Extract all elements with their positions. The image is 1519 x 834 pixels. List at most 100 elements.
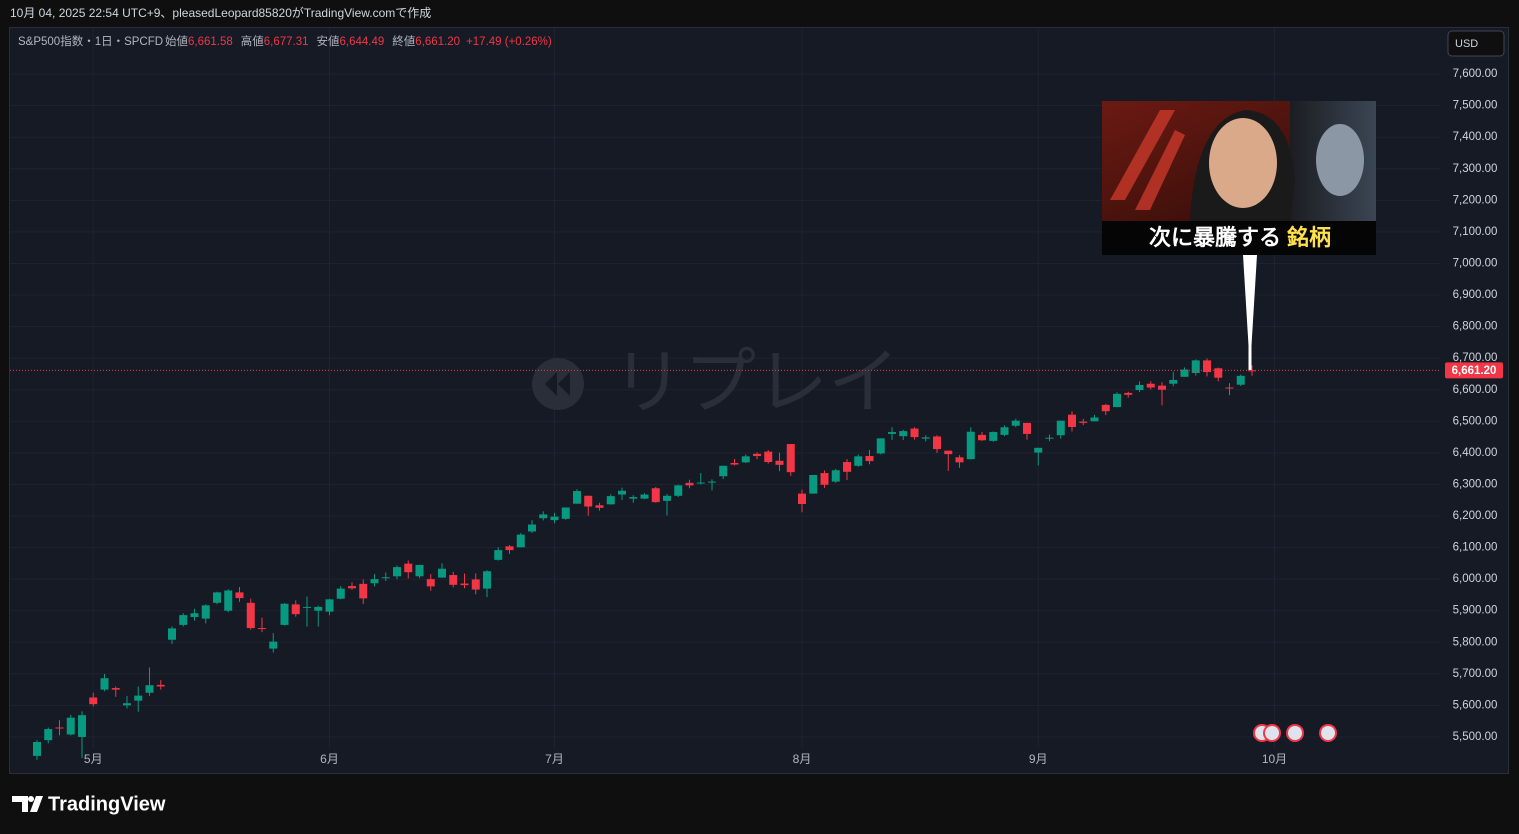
candle-body xyxy=(1191,360,1200,374)
logo[interactable]: TradingView xyxy=(48,793,166,815)
thumbnail-text: 次に暴騰する xyxy=(1149,225,1281,250)
candle-body xyxy=(1124,392,1133,395)
ohlc-label: 安値 xyxy=(317,34,340,48)
candle-body xyxy=(1180,369,1189,377)
candle-body xyxy=(966,431,975,460)
candle-body xyxy=(359,583,368,599)
y-tick-label: 7,100.00 xyxy=(1453,226,1498,238)
candle-body xyxy=(370,579,379,584)
candle-body xyxy=(685,482,694,486)
candle-body xyxy=(820,473,829,485)
candle-body xyxy=(516,534,525,548)
logo-icon xyxy=(12,796,43,812)
candle-body xyxy=(831,470,840,482)
ohlc-value: 6,661.20 xyxy=(415,36,460,48)
candle-body xyxy=(415,564,424,577)
symbol: S&P500指数・1日・SPCFD xyxy=(18,34,163,48)
candle-body xyxy=(741,456,750,463)
candle-body xyxy=(190,613,199,618)
candle-body xyxy=(134,695,143,701)
candle-body xyxy=(314,606,323,611)
candle-body xyxy=(606,496,615,505)
x-tick-label: 10月 xyxy=(1262,752,1287,766)
candle-body xyxy=(111,688,120,690)
candle-body xyxy=(201,605,210,619)
candle-body xyxy=(1079,421,1088,423)
thumbnail-highlight: 銘柄 xyxy=(1287,225,1331,250)
y-tick-label: 5,800.00 xyxy=(1453,636,1498,648)
candle-body xyxy=(618,490,626,495)
candle-body xyxy=(809,474,818,494)
candle-body xyxy=(336,588,345,599)
logo-dot xyxy=(28,796,34,802)
x-tick-label: 7月 xyxy=(545,752,564,766)
candle-body xyxy=(123,703,131,706)
candle-body xyxy=(719,465,728,477)
candle-body xyxy=(921,437,930,439)
x-tick-label: 6月 xyxy=(320,752,339,766)
y-tick-label: 6,700.00 xyxy=(1453,352,1498,364)
candle-body xyxy=(764,451,773,463)
candle-body xyxy=(404,563,413,573)
candle-body xyxy=(933,436,941,450)
candle-body xyxy=(1146,383,1155,388)
y-tick-label: 7,000.00 xyxy=(1453,258,1498,270)
candle-body xyxy=(100,678,109,690)
candle-body xyxy=(978,434,986,441)
candle-body xyxy=(640,494,649,499)
candle-body xyxy=(584,495,593,507)
ohlc-value: 6,677.31 xyxy=(264,36,309,48)
candle-body xyxy=(291,604,300,615)
candle-body xyxy=(156,684,165,687)
y-tick-label: 7,400.00 xyxy=(1453,131,1498,143)
ohlc-value: 6,661.58 xyxy=(188,36,233,48)
y-tick-label: 7,300.00 xyxy=(1453,163,1498,175)
candle-body xyxy=(573,491,581,504)
x-tick-label: 8月 xyxy=(793,752,812,766)
candle-body xyxy=(876,438,885,454)
header-text: 10月 04, 2025 22:54 UTC+9、pleasedLeopard8… xyxy=(10,5,431,20)
candle-body xyxy=(1000,427,1009,435)
candle-body xyxy=(303,606,311,608)
candle-body xyxy=(483,571,491,589)
candle-body xyxy=(381,577,390,579)
candle-body xyxy=(1034,447,1043,453)
x-tick-label: 5月 xyxy=(84,752,103,766)
price-label: 6,661.20 xyxy=(1452,365,1497,377)
candle-body xyxy=(910,428,919,438)
candle-body xyxy=(426,579,435,587)
candle-body xyxy=(1203,360,1211,373)
candle-body xyxy=(471,579,480,590)
change: +17.49 (+0.26%) xyxy=(466,36,552,48)
candle-body xyxy=(258,628,266,630)
ohlc-label: 終値 xyxy=(392,34,415,48)
watermark: リプレイ xyxy=(612,343,900,423)
candle-body xyxy=(145,685,154,693)
candle-body xyxy=(854,456,863,466)
candle-body xyxy=(843,462,851,472)
thumbnail: 次に暴騰する 銘柄 xyxy=(1102,101,1376,370)
candle-body xyxy=(786,444,795,473)
candle-body xyxy=(1225,387,1234,389)
candle-body xyxy=(708,481,716,483)
candle-body xyxy=(696,482,705,484)
candle-body xyxy=(1056,420,1065,436)
candle-body xyxy=(629,497,638,499)
y-tick-label: 6,400.00 xyxy=(1453,447,1498,459)
ohlc-value: 6,644.49 xyxy=(340,36,385,48)
candle-body xyxy=(235,592,244,599)
candle-body xyxy=(730,462,739,465)
candle-body xyxy=(989,432,998,441)
candle-body xyxy=(393,567,401,577)
candle-body xyxy=(674,485,683,496)
candle-body xyxy=(505,546,514,551)
y-tick-label: 5,900.00 xyxy=(1453,605,1498,617)
candle-body xyxy=(460,583,469,586)
currency-button[interactable] xyxy=(1447,30,1505,57)
ohlc-label: 始値 xyxy=(165,34,188,48)
candle-body xyxy=(663,495,671,501)
candle-body xyxy=(179,615,188,625)
candle-body xyxy=(348,586,356,589)
price-label-box xyxy=(1445,362,1503,379)
